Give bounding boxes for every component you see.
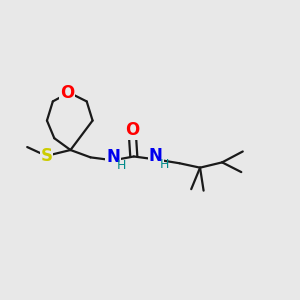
Text: H: H	[117, 159, 126, 172]
Text: O: O	[60, 84, 74, 102]
Text: N: N	[106, 148, 120, 166]
Text: O: O	[125, 121, 140, 139]
Text: N: N	[149, 148, 163, 166]
Text: S: S	[40, 147, 52, 165]
Text: H: H	[159, 158, 169, 171]
